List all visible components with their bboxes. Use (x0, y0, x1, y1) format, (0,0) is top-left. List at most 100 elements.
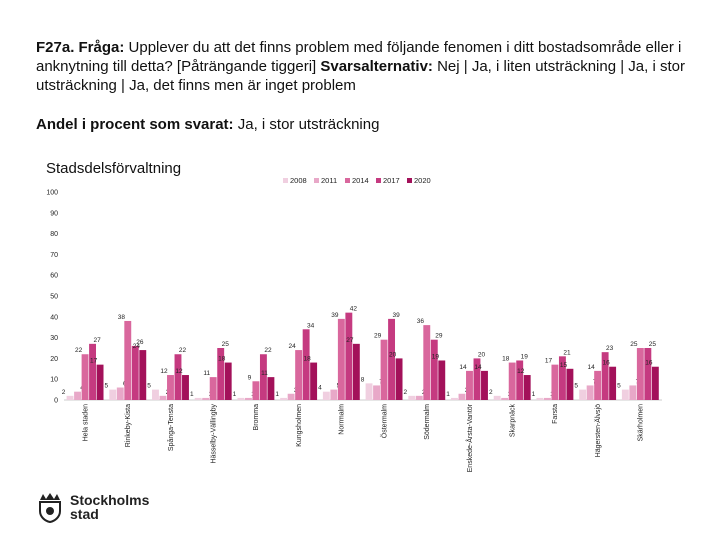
bar-2020 (438, 360, 446, 400)
bar-2011 (202, 397, 210, 400)
bar-2020 (224, 362, 232, 400)
bar-2017 (516, 360, 524, 400)
y-tick-label: 60 (50, 273, 58, 280)
y-tick-label: 30 (50, 335, 58, 342)
category-label: Kungsholmen (296, 404, 303, 447)
data-label: 18 (218, 356, 226, 363)
bar-2014 (594, 370, 602, 400)
data-label: 24 (133, 343, 141, 350)
bar-2014 (337, 318, 345, 400)
data-label: 17 (90, 358, 98, 365)
logo-line-1: Stockholms (70, 492, 150, 508)
bar-2017 (217, 348, 225, 400)
bar-2008 (408, 395, 416, 400)
category-label: Södermalm (424, 404, 431, 440)
category-label: Östermalm (380, 404, 388, 438)
bar-2014 (423, 325, 431, 400)
data-label: 9 (248, 374, 252, 381)
bar-2008 (66, 395, 74, 400)
data-label: 2 (404, 389, 408, 396)
bar-2008 (493, 395, 501, 400)
bar-2014 (167, 375, 174, 400)
legend-label-2014: 2014 (352, 176, 369, 185)
data-label: 1 (446, 391, 450, 398)
bar-2008 (280, 397, 288, 400)
legend-swatch-2011 (314, 178, 319, 183)
data-label: 5 (617, 383, 621, 390)
bar-2017 (473, 358, 481, 400)
data-label: 27 (93, 337, 101, 344)
data-label: 20 (478, 351, 486, 358)
data-label: 21 (563, 349, 571, 356)
bar-2017 (131, 345, 139, 400)
data-label: 12 (175, 368, 183, 375)
legend-label-2011: 2011 (321, 176, 337, 185)
data-label: 20 (389, 351, 397, 358)
data-label: 18 (304, 356, 312, 363)
legend-label-2017: 2017 (383, 176, 400, 185)
category-label: Farsta (552, 404, 559, 424)
bar-2014 (380, 339, 388, 400)
y-tick-label: 0 (54, 398, 58, 405)
data-label: 39 (392, 312, 400, 319)
bar-2011 (116, 387, 124, 400)
bar-2020 (96, 364, 104, 400)
question-prefix: F27a. Fråga: (36, 39, 125, 56)
bar-2008 (536, 397, 544, 400)
data-label: 2 (489, 389, 493, 396)
legend-swatch-2017 (376, 178, 381, 183)
category-label: Skarpnäck (510, 404, 517, 438)
bar-2017 (601, 352, 609, 400)
data-label: 25 (630, 341, 638, 348)
y-tick-label: 50 (50, 294, 58, 301)
question-text: Upplever du att det finns problem med fö… (36, 39, 682, 75)
alternatives-text: Nej | Ja, i liten utsträckning | Ja, i s… (36, 58, 685, 94)
legend-swatch-2008 (283, 178, 288, 183)
bar-2017 (345, 312, 353, 400)
bar-2017 (259, 354, 267, 400)
data-label: 14 (459, 364, 467, 371)
bar-2014 (252, 381, 260, 400)
bar-2020 (609, 366, 617, 400)
data-label: 42 (350, 306, 358, 313)
legend-swatch-2014 (345, 178, 350, 183)
data-label: 2 (62, 389, 66, 396)
alternatives-prefix: Svarsalternativ: (320, 58, 433, 75)
bar-2011 (373, 385, 381, 400)
bar-2011 (458, 393, 466, 400)
category-label: Spånga-Tensta (167, 404, 175, 451)
bar-2017 (558, 356, 566, 400)
stockholm-logo: Stockholms stad (36, 490, 149, 524)
data-label: 1 (275, 391, 279, 398)
share-prefix: Andel i procent som svarat: (36, 116, 234, 133)
bar-2008 (579, 389, 587, 400)
bar-2017 (430, 339, 438, 400)
data-label: 12 (160, 368, 168, 375)
data-label: 34 (307, 322, 315, 329)
bar-2014 (508, 362, 516, 400)
category-label: Hela staden (82, 404, 89, 441)
data-label: 14 (588, 364, 596, 371)
bar-2017 (388, 318, 396, 400)
bar-2011 (501, 397, 509, 400)
data-label: 22 (75, 347, 83, 354)
legend-label-2008: 2008 (290, 176, 307, 185)
data-label: 29 (435, 333, 443, 340)
data-label: 29 (374, 333, 382, 340)
data-label: 19 (432, 353, 440, 360)
bar-2014 (295, 350, 303, 400)
bar-2014 (636, 348, 644, 400)
data-label: 24 (289, 343, 297, 350)
y-tick-label: 20 (50, 356, 58, 363)
bar-2017 (302, 329, 310, 400)
y-tick-label: 80 (50, 231, 58, 238)
bar-2011 (74, 391, 82, 400)
y-tick-label: 70 (50, 252, 58, 259)
bar-2011 (159, 395, 167, 400)
bar-2011 (330, 389, 338, 400)
bar-2020 (182, 375, 189, 400)
data-label: 15 (560, 362, 568, 369)
category-label: Hässelby-Vällingby (211, 404, 218, 464)
bar-2014 (124, 320, 132, 400)
bar-2008 (109, 389, 117, 400)
